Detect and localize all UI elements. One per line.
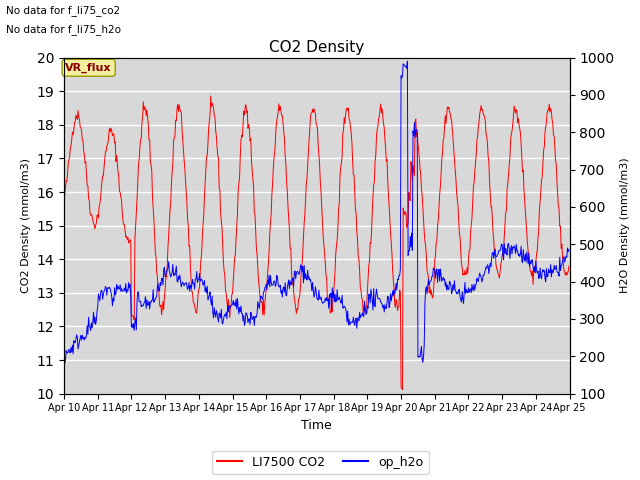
Legend: LI7500 CO2, op_h2o: LI7500 CO2, op_h2o <box>211 451 429 474</box>
Text: VR_flux: VR_flux <box>65 62 112 73</box>
Y-axis label: CO2 Density (mmol/m3): CO2 Density (mmol/m3) <box>21 158 31 293</box>
Text: No data for f_li75_co2: No data for f_li75_co2 <box>6 5 120 16</box>
Text: No data for f_li75_h2o: No data for f_li75_h2o <box>6 24 122 35</box>
Y-axis label: H2O Density (mmol/m3): H2O Density (mmol/m3) <box>620 158 630 293</box>
X-axis label: Time: Time <box>301 419 332 432</box>
Title: CO2 Density: CO2 Density <box>269 40 364 55</box>
